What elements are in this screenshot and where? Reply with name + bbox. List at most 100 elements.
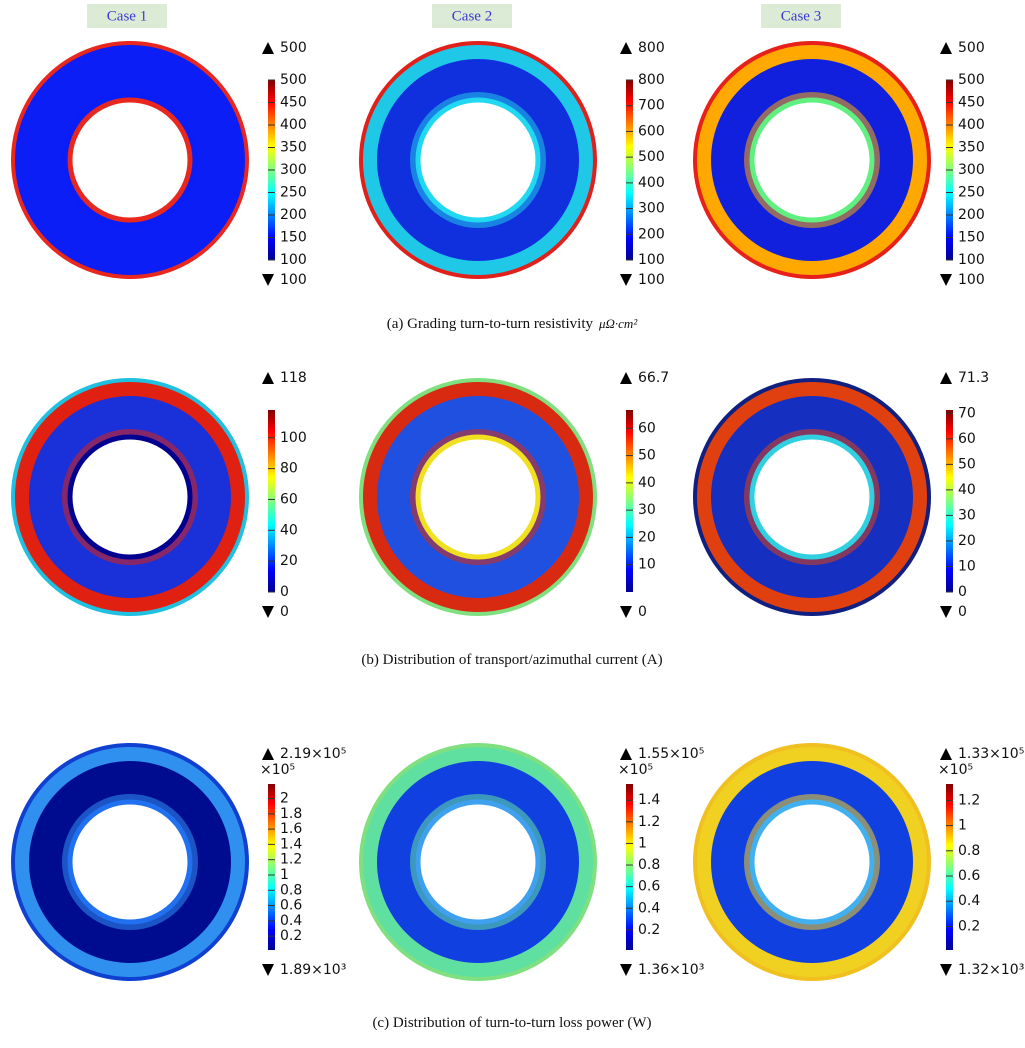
tick-label: 300 [280,162,307,178]
tick-label: 0.8 [958,843,980,859]
max-label: 1.55×10⁵ [638,746,704,762]
min-label: 1.89×10³ [280,962,346,978]
tick-label: 200 [280,207,307,223]
colorbar [946,784,953,950]
tick-label: 0.2 [638,922,660,938]
tick-label: 50 [638,448,656,464]
tick-label: 0.8 [280,882,302,898]
tick-label: 1.4 [638,792,660,808]
tick-label: 200 [638,226,665,242]
tick-label: 300 [638,201,665,217]
min-marker [262,606,274,618]
tick-label: 1 [638,835,647,851]
bore [415,434,541,560]
caption-text: (b) Distribution of transport/azimuthal … [361,652,662,668]
colorbar [268,410,275,592]
tick-label: 10 [638,557,656,573]
max-label: 800 [638,40,665,56]
bore [67,799,193,925]
tick-label: 400 [638,175,665,191]
caption-text: (c) Distribution of turn-to-turn loss po… [372,1015,651,1031]
min-label: 0 [958,604,967,620]
tick-label: 40 [638,475,656,491]
tick-label: 1.4 [280,836,302,852]
min-label: 1.32×10³ [958,962,1024,978]
tick-label: 1.6 [280,821,302,837]
tick-label: 0.4 [280,913,302,929]
caption: (b) Distribution of transport/azimuthal … [361,652,662,668]
tick-label: 150 [280,230,307,246]
tick-label: 1.2 [280,852,302,868]
tick-label: 50 [958,456,976,472]
bore [415,799,541,925]
min-label: 100 [958,272,985,288]
tick-label: 100 [958,252,985,268]
colorbar [626,784,633,950]
max-marker [940,42,952,54]
min-label: 1.36×10³ [638,962,704,978]
tick-label: 0 [958,584,967,600]
min-marker [262,964,274,976]
tick-label: 40 [958,482,976,498]
case-label: Case 1 [107,8,147,24]
max-marker [620,372,632,384]
tick-label: 20 [638,529,656,545]
caption-text: (a) Grading turn-to-turn resistivity [387,316,594,332]
max-label: 1.33×10⁵ [958,746,1024,762]
caption-unit: μΩ·cm² [598,316,638,331]
colorbar [626,410,633,592]
tick-label: 40 [280,522,298,538]
bore [749,799,875,925]
tick-label: 0.2 [958,918,980,934]
min-marker [940,274,952,286]
min-marker [620,274,632,286]
tick-label: 30 [958,507,976,523]
max-marker [262,372,274,384]
tick-label: 60 [638,420,656,436]
tick-label: 1 [280,867,289,883]
tick-label: 600 [638,123,665,139]
tick-label: 1 [958,818,967,834]
tick-label: 0.6 [280,898,302,914]
bore [67,97,193,223]
tick-label: 100 [638,252,665,268]
tick-label: 2 [280,791,289,807]
tick-label: 60 [280,491,298,507]
bore [749,97,875,223]
min-marker [940,964,952,976]
bore [749,434,875,560]
tick-label: 30 [638,502,656,518]
case-label: Case 2 [452,8,492,24]
colorbar [626,80,633,260]
tick-label: 20 [958,533,976,549]
tick-label: 150 [958,230,985,246]
max-marker [940,372,952,384]
bore [415,97,541,223]
case-box [432,4,512,28]
min-label: 100 [638,272,665,288]
max-label: 500 [280,40,307,56]
multiplier: ×10⁵ [260,762,295,778]
tick-label: 400 [958,117,985,133]
tick-label: 0.6 [958,868,980,884]
case-label: Case 3 [781,8,821,24]
min-marker [262,274,274,286]
max-label: 118 [280,370,307,386]
tick-label: 350 [280,140,307,156]
tick-label: 1.2 [958,792,980,808]
caption: (a) Grading turn-to-turn resistivity μΩ·c… [387,316,639,332]
min-label: 0 [638,604,647,620]
tick-label: 1.2 [638,814,660,830]
case-box [761,4,841,28]
tick-label: 500 [280,72,307,88]
tick-label: 200 [958,207,985,223]
max-label: 71.3 [958,370,989,386]
min-marker [940,606,952,618]
tick-label: 0 [280,584,289,600]
tick-label: 80 [280,461,298,477]
tick-label: 350 [958,140,985,156]
tick-label: 700 [638,98,665,114]
max-label: 66.7 [638,370,669,386]
case-box [87,4,167,28]
tick-label: 0.6 [638,879,660,895]
